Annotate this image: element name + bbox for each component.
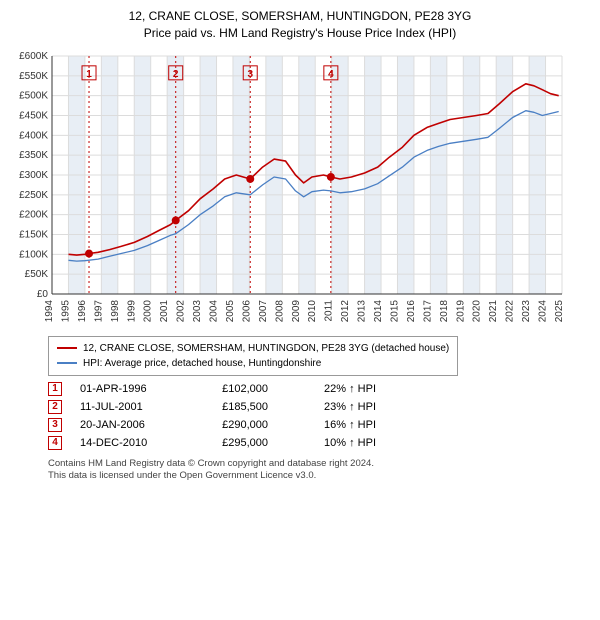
svg-text:1994: 1994 xyxy=(44,299,55,322)
chart-container: £0 £50K £100K £150K £200K £250K £300K £350K £400… xyxy=(8,48,592,328)
title-line-2: Price paid vs. HM Land Registry's House … xyxy=(8,25,592,42)
svg-text:2020: 2020 xyxy=(472,299,483,322)
svg-text:£50K: £50K xyxy=(25,269,49,280)
svg-text:£300K: £300K xyxy=(19,170,48,181)
svg-text:2016: 2016 xyxy=(406,299,417,322)
chart-title-block: 12, CRANE CLOSE, SOMERSHAM, HUNTINGDON, … xyxy=(8,8,592,42)
footer-line-1: Contains HM Land Registry data © Crown c… xyxy=(48,458,592,470)
legend-row: 12, CRANE CLOSE, SOMERSHAM, HUNTINGDON, … xyxy=(57,341,449,356)
svg-text:2004: 2004 xyxy=(209,299,220,322)
svg-text:2014: 2014 xyxy=(373,299,384,322)
svg-text:£0: £0 xyxy=(37,289,49,300)
sale-price: £102,000 xyxy=(188,383,268,395)
svg-text:2006: 2006 xyxy=(241,299,252,322)
legend-label: 12, CRANE CLOSE, SOMERSHAM, HUNTINGDON, … xyxy=(83,341,449,356)
sale-pct-vs-hpi: 23% ↑ HPI xyxy=(286,401,376,413)
svg-text:1996: 1996 xyxy=(77,299,88,322)
svg-text:2010: 2010 xyxy=(307,299,318,322)
svg-text:2002: 2002 xyxy=(176,299,187,322)
sale-date: 20-JAN-2006 xyxy=(80,419,170,431)
svg-text:2012: 2012 xyxy=(340,299,351,322)
svg-text:2001: 2001 xyxy=(159,299,170,322)
price-chart: £0 £50K £100K £150K £200K £250K £300K £350K £400… xyxy=(8,48,568,328)
sale-date: 11-JUL-2001 xyxy=(80,401,170,413)
sale-price: £185,500 xyxy=(188,401,268,413)
sale-marker-icon: 1 xyxy=(48,382,62,396)
svg-text:£150K: £150K xyxy=(19,229,48,240)
sale-pct-vs-hpi: 10% ↑ HPI xyxy=(286,437,376,449)
sale-row: 4 14-DEC-2010 £295,000 10% ↑ HPI xyxy=(48,436,592,450)
svg-text:£450K: £450K xyxy=(19,110,48,121)
svg-text:£250K: £250K xyxy=(19,189,48,200)
svg-text:2009: 2009 xyxy=(291,299,302,322)
svg-text:2008: 2008 xyxy=(274,299,285,322)
svg-text:£200K: £200K xyxy=(19,209,48,220)
svg-text:2019: 2019 xyxy=(455,299,466,322)
svg-text:2013: 2013 xyxy=(357,299,368,322)
sale-date: 14-DEC-2010 xyxy=(80,437,170,449)
svg-text:2011: 2011 xyxy=(324,299,335,321)
legend-row: HPI: Average price, detached house, Hunt… xyxy=(57,356,449,371)
svg-text:2015: 2015 xyxy=(389,299,400,322)
svg-text:£350K: £350K xyxy=(19,150,48,161)
svg-text:1999: 1999 xyxy=(126,299,137,322)
svg-text:£600K: £600K xyxy=(19,51,48,62)
svg-text:2025: 2025 xyxy=(554,299,565,322)
svg-text:£400K: £400K xyxy=(19,130,48,141)
svg-text:2022: 2022 xyxy=(505,299,516,322)
svg-text:2023: 2023 xyxy=(521,299,532,322)
sale-row: 1 01-APR-1996 £102,000 22% ↑ HPI xyxy=(48,382,592,396)
svg-text:1: 1 xyxy=(86,68,92,79)
title-line-1: 12, CRANE CLOSE, SOMERSHAM, HUNTINGDON, … xyxy=(8,8,592,25)
svg-text:2017: 2017 xyxy=(422,299,433,322)
sale-pct-vs-hpi: 16% ↑ HPI xyxy=(286,419,376,431)
sale-marker-icon: 4 xyxy=(48,436,62,450)
svg-text:3: 3 xyxy=(247,68,253,79)
svg-text:1998: 1998 xyxy=(110,299,121,322)
legend-swatch xyxy=(57,362,77,364)
svg-text:2000: 2000 xyxy=(143,299,154,322)
svg-text:2005: 2005 xyxy=(225,299,236,322)
svg-text:4: 4 xyxy=(328,68,334,79)
svg-text:2018: 2018 xyxy=(439,299,450,322)
svg-text:2: 2 xyxy=(173,68,179,79)
sale-marker-icon: 2 xyxy=(48,400,62,414)
svg-text:1997: 1997 xyxy=(93,299,104,322)
svg-text:2007: 2007 xyxy=(258,299,269,322)
sale-marker-icon: 3 xyxy=(48,418,62,432)
legend-swatch xyxy=(57,347,77,349)
svg-text:2024: 2024 xyxy=(538,299,549,322)
legend: 12, CRANE CLOSE, SOMERSHAM, HUNTINGDON, … xyxy=(48,336,458,376)
sale-pct-vs-hpi: 22% ↑ HPI xyxy=(286,383,376,395)
sale-date: 01-APR-1996 xyxy=(80,383,170,395)
svg-text:£500K: £500K xyxy=(19,90,48,101)
footer-attribution: Contains HM Land Registry data © Crown c… xyxy=(48,458,592,483)
svg-text:1995: 1995 xyxy=(60,299,71,322)
sales-table: 1 01-APR-1996 £102,000 22% ↑ HPI 2 11-JUL-200… xyxy=(48,382,592,450)
sale-row: 3 20-JAN-2006 £290,000 16% ↑ HPI xyxy=(48,418,592,432)
sale-price: £290,000 xyxy=(188,419,268,431)
svg-text:£100K: £100K xyxy=(19,249,48,260)
sale-price: £295,000 xyxy=(188,437,268,449)
svg-text:2003: 2003 xyxy=(192,299,203,322)
svg-text:2021: 2021 xyxy=(488,299,499,322)
legend-label: HPI: Average price, detached house, Hunt… xyxy=(83,356,321,371)
sale-row: 2 11-JUL-2001 £185,500 23% ↑ HPI xyxy=(48,400,592,414)
svg-text:£550K: £550K xyxy=(19,70,48,81)
footer-line-2: This data is licensed under the Open Gov… xyxy=(48,470,592,482)
